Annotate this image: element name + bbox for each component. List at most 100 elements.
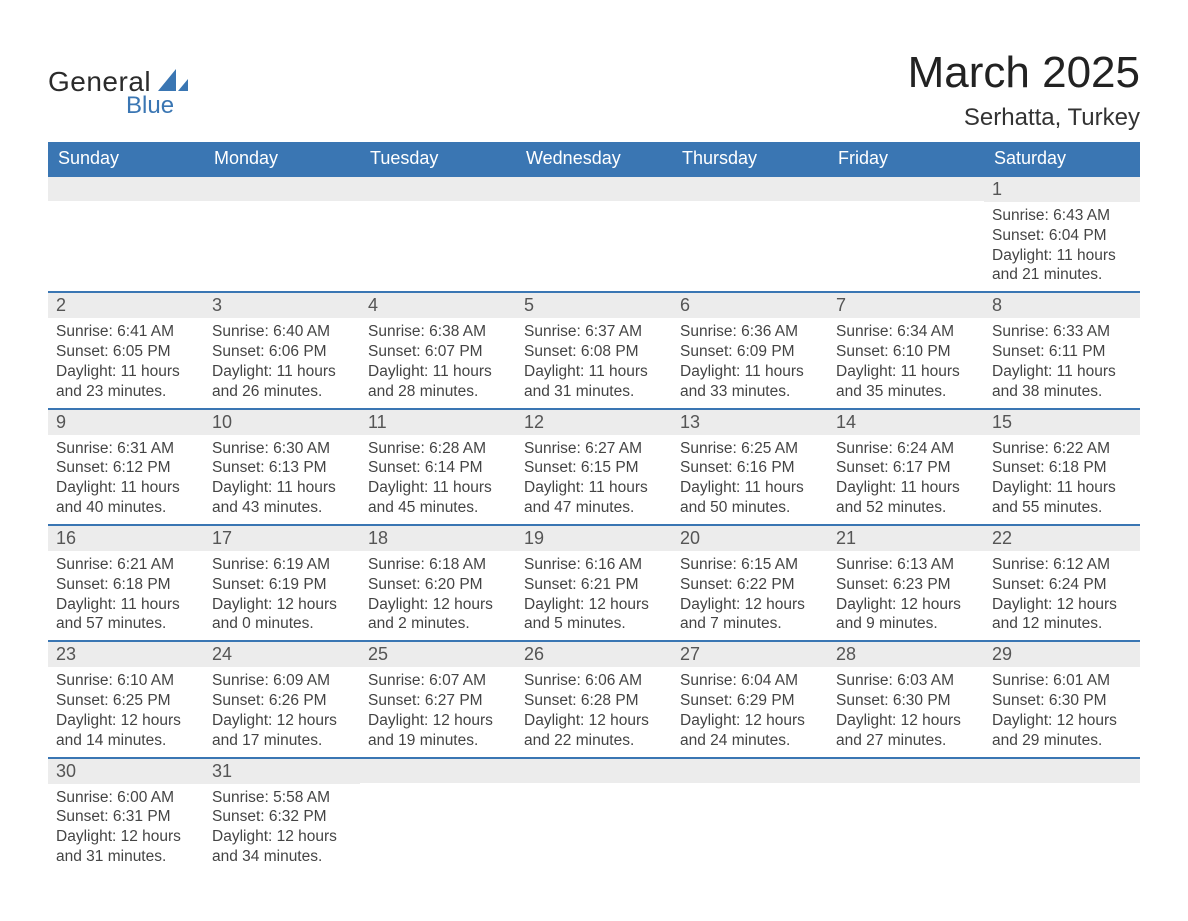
day-number (360, 177, 516, 201)
day-cell: 16Sunrise: 6:21 AMSunset: 6:18 PMDayligh… (48, 525, 204, 641)
day-cell: 26Sunrise: 6:06 AMSunset: 6:28 PMDayligh… (516, 641, 672, 757)
daylight-line: Daylight: 12 hours and 22 minutes. (524, 711, 664, 751)
day-body: Sunrise: 6:07 AMSunset: 6:27 PMDaylight:… (360, 667, 516, 756)
day-header-monday: Monday (204, 142, 360, 176)
day-body: Sunrise: 6:09 AMSunset: 6:26 PMDaylight:… (204, 667, 360, 756)
day-number: 3 (204, 293, 360, 318)
daylight-line: Daylight: 11 hours and 52 minutes. (836, 478, 976, 518)
daylight-line: Daylight: 12 hours and 27 minutes. (836, 711, 976, 751)
day-body: Sunrise: 6:38 AMSunset: 6:07 PMDaylight:… (360, 318, 516, 407)
day-number: 16 (48, 526, 204, 551)
day-body (48, 201, 204, 271)
day-number: 8 (984, 293, 1140, 318)
title-block: March 2025 Serhatta, Turkey (908, 48, 1140, 132)
daylight-line: Daylight: 11 hours and 47 minutes. (524, 478, 664, 518)
sunrise-line: Sunrise: 5:58 AM (212, 788, 352, 808)
day-number (984, 759, 1140, 783)
sunset-line: Sunset: 6:08 PM (524, 342, 664, 362)
day-body: Sunrise: 6:16 AMSunset: 6:21 PMDaylight:… (516, 551, 672, 640)
sunrise-line: Sunrise: 6:28 AM (368, 439, 508, 459)
daylight-line: Daylight: 11 hours and 43 minutes. (212, 478, 352, 518)
day-body: Sunrise: 6:12 AMSunset: 6:24 PMDaylight:… (984, 551, 1140, 640)
day-number: 17 (204, 526, 360, 551)
sunrise-line: Sunrise: 6:16 AM (524, 555, 664, 575)
sunset-line: Sunset: 6:22 PM (680, 575, 820, 595)
day-number: 25 (360, 642, 516, 667)
sunrise-line: Sunrise: 6:04 AM (680, 671, 820, 691)
day-body: Sunrise: 6:13 AMSunset: 6:23 PMDaylight:… (828, 551, 984, 640)
sunset-line: Sunset: 6:27 PM (368, 691, 508, 711)
sunrise-line: Sunrise: 6:01 AM (992, 671, 1132, 691)
daylight-line: Daylight: 12 hours and 29 minutes. (992, 711, 1132, 751)
sunrise-line: Sunrise: 6:13 AM (836, 555, 976, 575)
sunrise-line: Sunrise: 6:38 AM (368, 322, 508, 342)
day-cell: 31Sunrise: 5:58 AMSunset: 6:32 PMDayligh… (204, 758, 360, 873)
day-cell: 22Sunrise: 6:12 AMSunset: 6:24 PMDayligh… (984, 525, 1140, 641)
day-body: Sunrise: 6:27 AMSunset: 6:15 PMDaylight:… (516, 435, 672, 524)
month-title: March 2025 (908, 48, 1140, 98)
day-body (828, 783, 984, 853)
day-body: Sunrise: 6:00 AMSunset: 6:31 PMDaylight:… (48, 784, 204, 873)
day-cell: 3Sunrise: 6:40 AMSunset: 6:06 PMDaylight… (204, 292, 360, 408)
week-row: 9Sunrise: 6:31 AMSunset: 6:12 PMDaylight… (48, 409, 1140, 525)
day-cell: 9 Sunrise: 6:31 AMSunset: 6:12 PMDaylight… (48, 409, 204, 525)
day-number (48, 177, 204, 201)
day-number: 20 (672, 526, 828, 551)
day-number: 22 (984, 526, 1140, 551)
day-number: 30 (48, 759, 204, 784)
day-body (516, 783, 672, 853)
day-number: 4 (360, 293, 516, 318)
sunset-line: Sunset: 6:11 PM (992, 342, 1132, 362)
sunrise-line: Sunrise: 6:18 AM (368, 555, 508, 575)
sunrise-line: Sunrise: 6:10 AM (56, 671, 196, 691)
daylight-line: Daylight: 11 hours and 28 minutes. (368, 362, 508, 402)
daylight-line: Daylight: 11 hours and 45 minutes. (368, 478, 508, 518)
day-body (360, 783, 516, 853)
sunset-line: Sunset: 6:12 PM (56, 458, 196, 478)
sunset-line: Sunset: 6:13 PM (212, 458, 352, 478)
day-number: 27 (672, 642, 828, 667)
day-number: 10 (204, 410, 360, 435)
day-body: Sunrise: 6:43 AMSunset: 6:04 PMDaylight:… (984, 202, 1140, 291)
daylight-line: Daylight: 11 hours and 31 minutes. (524, 362, 664, 402)
day-cell: 11Sunrise: 6:28 AMSunset: 6:14 PMDayligh… (360, 409, 516, 525)
daylight-line: Daylight: 12 hours and 7 minutes. (680, 595, 820, 635)
sunset-line: Sunset: 6:09 PM (680, 342, 820, 362)
day-cell: 15Sunrise: 6:22 AMSunset: 6:18 PMDayligh… (984, 409, 1140, 525)
day-body: Sunrise: 6:40 AMSunset: 6:06 PMDaylight:… (204, 318, 360, 407)
day-number (828, 177, 984, 201)
day-cell: 12Sunrise: 6:27 AMSunset: 6:15 PMDayligh… (516, 409, 672, 525)
day-number: 13 (672, 410, 828, 435)
day-header-friday: Friday (828, 142, 984, 176)
day-body (204, 201, 360, 271)
day-body: Sunrise: 5:58 AMSunset: 6:32 PMDaylight:… (204, 784, 360, 873)
day-body: Sunrise: 6:19 AMSunset: 6:19 PMDaylight:… (204, 551, 360, 640)
day-body (672, 783, 828, 853)
daylight-line: Daylight: 12 hours and 2 minutes. (368, 595, 508, 635)
empty-cell (516, 176, 672, 292)
sunrise-line: Sunrise: 6:31 AM (56, 439, 196, 459)
sunrise-line: Sunrise: 6:33 AM (992, 322, 1132, 342)
daylight-line: Daylight: 12 hours and 9 minutes. (836, 595, 976, 635)
day-header-sunday: Sunday (48, 142, 204, 176)
day-number: 9 (48, 410, 204, 435)
week-row: 23Sunrise: 6:10 AMSunset: 6:25 PMDayligh… (48, 641, 1140, 757)
day-cell: 5Sunrise: 6:37 AMSunset: 6:08 PMDaylight… (516, 292, 672, 408)
sunset-line: Sunset: 6:25 PM (56, 691, 196, 711)
daylight-line: Daylight: 12 hours and 5 minutes. (524, 595, 664, 635)
day-cell: 6Sunrise: 6:36 AMSunset: 6:09 PMDaylight… (672, 292, 828, 408)
sunrise-line: Sunrise: 6:25 AM (680, 439, 820, 459)
day-number: 26 (516, 642, 672, 667)
day-number (672, 177, 828, 201)
day-number (360, 759, 516, 783)
day-header-wednesday: Wednesday (516, 142, 672, 176)
day-number: 31 (204, 759, 360, 784)
daylight-line: Daylight: 11 hours and 40 minutes. (56, 478, 196, 518)
empty-cell (672, 176, 828, 292)
day-cell: 30Sunrise: 6:00 AMSunset: 6:31 PMDayligh… (48, 758, 204, 873)
day-cell: 23Sunrise: 6:10 AMSunset: 6:25 PMDayligh… (48, 641, 204, 757)
daylight-line: Daylight: 12 hours and 17 minutes. (212, 711, 352, 751)
sunrise-line: Sunrise: 6:09 AM (212, 671, 352, 691)
sunset-line: Sunset: 6:04 PM (992, 226, 1132, 246)
calendar-table: SundayMondayTuesdayWednesdayThursdayFrid… (48, 142, 1140, 873)
